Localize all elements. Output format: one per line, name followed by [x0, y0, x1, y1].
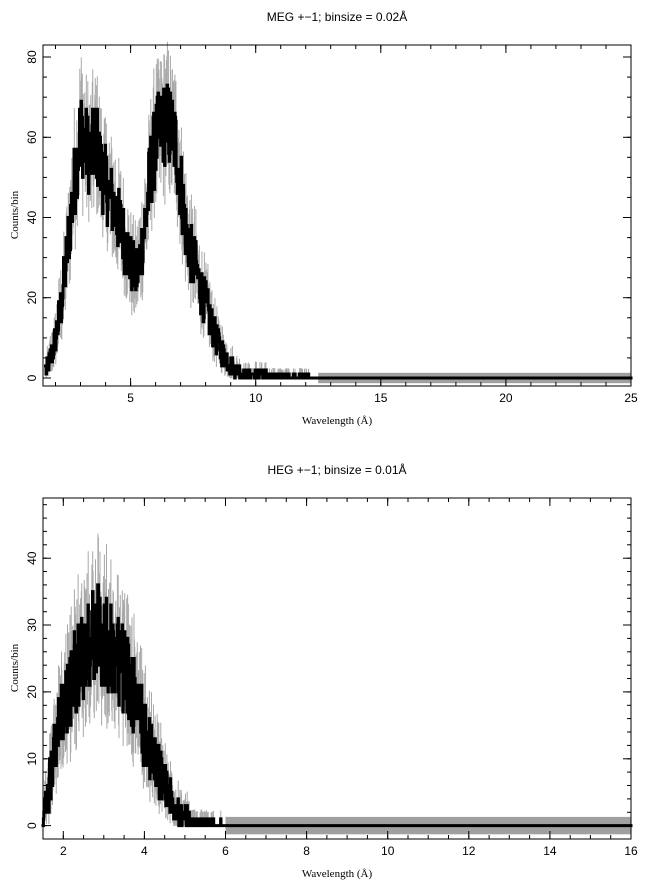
- heg-x-tick-label: 10: [381, 844, 395, 858]
- heg-x-tick-label: 2: [60, 844, 67, 858]
- heg-x-tick-label: 6: [222, 844, 229, 858]
- heg-ticks: 2 4 6 8 10 12 14 16 0 10 20 30 40: [25, 498, 638, 858]
- meg-y-tick-label: 80: [25, 50, 39, 64]
- meg-title: MEG +−1; binsize = 0.02Å: [267, 9, 407, 24]
- meg-y-axis-label: Counts/bin: [9, 190, 21, 239]
- heg-y-tick-label: 10: [25, 752, 39, 766]
- heg-plot-area: [41, 533, 633, 835]
- meg-x-tick-label: 25: [624, 391, 638, 405]
- heg-y-tick-label: 20: [25, 685, 39, 699]
- meg-y-tick-label: 20: [25, 291, 39, 305]
- meg-x-tick-label: 10: [249, 391, 263, 405]
- meg-spectrum-line: [44, 83, 633, 380]
- meg-axes-frame: [42, 44, 632, 387]
- meg-x-tick-label: 15: [374, 391, 388, 405]
- heg-x-tick-label: 16: [624, 844, 638, 858]
- meg-x-tick-label: 5: [127, 391, 134, 405]
- meg-y-tick-label: 60: [25, 130, 39, 144]
- heg-axes-frame: [42, 497, 632, 840]
- heg-y-tick-label: 40: [25, 551, 39, 565]
- heg-x-axis-label: Wavelength (Å): [302, 868, 373, 880]
- heg-title: HEG +−1; binsize = 0.01Å: [267, 462, 406, 477]
- meg-y-tick-label: 40: [25, 211, 39, 225]
- heg-y-tick-label: 30: [25, 618, 39, 632]
- heg-x-tick-label: 8: [303, 844, 310, 858]
- meg-x-axis-label: Wavelength (Å): [302, 415, 373, 427]
- heg-y-tick-label: 0: [25, 822, 39, 829]
- meg-plot-area: [44, 41, 633, 384]
- heg-panel: HEG +−1; binsize = 0.01Å 2 4 6 8 10 12 14 16 0 10…: [9, 462, 638, 880]
- meg-y-tick-label: 0: [25, 374, 39, 381]
- meg-x-tick-label: 20: [499, 391, 513, 405]
- meg-panel: MEG +−1; binsize = 0.02Å 5 10 15 20 25 0 20 40 6…: [9, 9, 638, 427]
- heg-x-tick-label: 14: [543, 844, 557, 858]
- heg-x-tick-label: 12: [462, 844, 476, 858]
- heg-x-tick-label: 4: [141, 844, 148, 858]
- meg-error-bars: [45, 41, 309, 379]
- heg-y-axis-label: Counts/bin: [9, 643, 21, 692]
- meg-ticks: 5 10 15 20 25 0 20 40 60 80: [25, 45, 638, 405]
- heg-spectrum-line: [41, 583, 633, 828]
